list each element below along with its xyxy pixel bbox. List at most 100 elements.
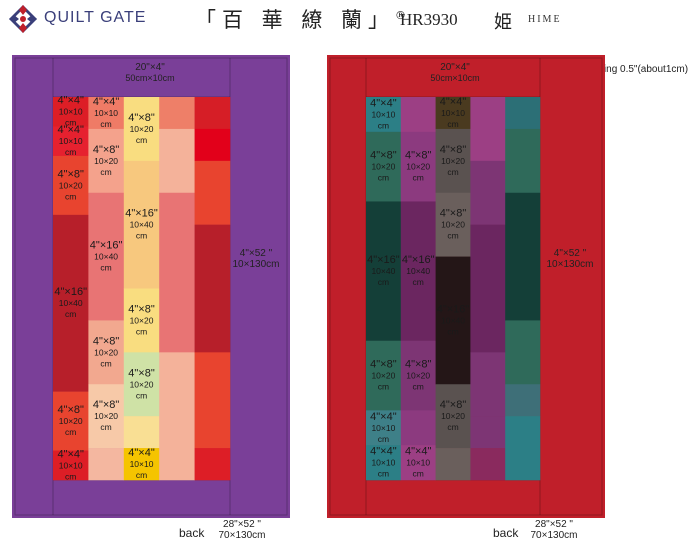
quilt-1-block-label: 4"×16" [437,303,470,315]
quilt-0-block [88,384,125,449]
brand-name: QUILT GATE [44,9,147,26]
quilt-1-block [505,128,541,194]
quilt-1-block [435,128,471,194]
quilt-1-block-label: cm [447,167,458,177]
quilt-0-block-label: cm [65,309,76,319]
quilt-0-block-label: 4"×4" [128,447,155,459]
quilt-0-block-label: cm [100,167,111,177]
right-side-border-metric: 10×130cm [546,259,594,270]
quilt-0-block-label: 10×10 [59,107,83,117]
quilt-0-block-label: 10×20 [59,180,83,190]
left-back-label: back [179,526,205,540]
quilt-1-block-label: cm [378,382,389,392]
quilt-1-block-label: 4"×4" [370,411,397,423]
quilt-0-block-label: cm [65,147,76,157]
quilt-1-block-label: 10×40 [441,315,465,325]
quilt-1-block-label: 4"×4" [370,446,397,458]
quilt-1-block [400,131,436,202]
quilt-1-block [366,97,402,133]
quilt-1-block [505,416,541,481]
quilt-1-block [366,340,402,411]
quilt-1-block-label: 10×20 [371,162,395,172]
quilt-1-block-label: 4"×16" [402,254,435,266]
quilt-1-block [400,445,436,481]
quilt-1-block-label: cm [447,231,458,241]
quilt-1-block [470,448,506,481]
quilt-1-block [366,445,402,481]
quilt-0-block-label: cm [65,191,76,201]
quilt-1-block-label: 10×20 [406,162,430,172]
quilt-0-block [159,352,195,481]
quilt-0-block [123,352,160,417]
quilt-1-block-label: 4"×8" [405,359,432,371]
quilt-1-block-label: cm [378,469,389,479]
quilt-0-block-label: 4"×16" [90,240,123,252]
quilt-0-block-label: 4"×16" [54,286,87,298]
right-top-border-metric: 50cm×10cm [430,73,480,83]
quilt-0-block-label: cm [136,470,147,480]
quilt-0-block-label: 4"×8" [57,168,84,180]
quilt-0-block [194,448,231,481]
quilt-0-block-label: 10×20 [94,411,118,421]
quilt-1-block-label: cm [447,422,458,432]
quilt-1-block-label: 4"×8" [440,144,467,156]
quilt-0-block [159,192,195,353]
quilt-0-block [88,320,125,385]
quilt-1-block-label: 10×20 [441,220,465,230]
right-finished-size-cm: 70×130cm [530,530,578,541]
quilt-1-block-label: 10×40 [371,266,395,276]
quilt-0-block [194,352,231,449]
pattern-subtitle-en: HIME [528,14,562,25]
quilt-0-block-label: cm [136,326,147,336]
quilt-1-block-label: 4"×8" [405,150,432,162]
right-finished-size: 28"×52 " 70×130cm [524,519,584,541]
quilt-1-block-label: cm [413,173,424,183]
quilt-1-block-label: cm [447,119,458,129]
quilt-0-block-label: 10×10 [94,108,118,118]
quilt-1-block [400,97,436,133]
left-side-border-metric: 10×130cm [232,259,280,270]
quilt-0-block-label: cm [100,422,111,432]
quilt-0-block-label: 4"×8" [57,404,84,416]
quilt-0-block-label: 4"×4" [93,96,120,108]
quilt-1-block [470,352,506,417]
quilt-0-block [194,128,231,162]
quilt-1-block-label: cm [413,469,424,479]
quilt-1-block [505,320,541,385]
quilt-1-block-label: 10×10 [371,109,395,119]
quilt-1-block-label: 4"×8" [370,150,397,162]
left-finished-size-inch: 28"×52 " [223,519,261,530]
quilt-0-block-label: 10×20 [59,416,83,426]
quilt-1-block [435,97,471,130]
quilt-0-block-label: cm [100,119,111,129]
quilt-0-block [123,448,160,481]
quilt-0-block-label: cm [65,118,76,128]
quilt-0-block [88,128,125,194]
quilt-1-block [366,410,402,446]
quilt-0-block-label: 10×10 [130,459,154,469]
quilt-0-block-label: 10×20 [130,124,154,134]
quilt-0-block [53,155,89,216]
quilt-1-block [400,340,436,411]
quilt-0-binding-line [14,57,288,516]
quilt-1-block [435,192,471,257]
quilt-1-block-label: 4"×8" [440,399,467,411]
quilt-1-block [505,384,541,417]
pattern-title-text: 「百 華 繚 蘭」 [195,8,396,32]
quilt-0-block-label: 10×20 [130,379,154,389]
pattern-code: HR3930 [400,10,458,29]
quilt-0-block [53,97,89,127]
quilt-0-block-label: cm [136,390,147,400]
left-side-border-label: 4"×52 " 10×130cm [226,248,286,270]
quilt-1-block [470,224,506,353]
quilt-0-block-label: cm [100,358,111,368]
quilt-1-binding-line [329,57,603,516]
quilt-0-block [123,160,160,289]
quilt-0-block-label: 10×40 [130,220,154,230]
quilt-0-block-label: 4"×8" [93,144,120,156]
quilt-0-block [159,128,195,194]
quilt-1-block-label: 4"×16" [367,254,400,266]
quilt-1-block-label: 10×20 [441,411,465,421]
quilt-1-block [470,97,506,162]
